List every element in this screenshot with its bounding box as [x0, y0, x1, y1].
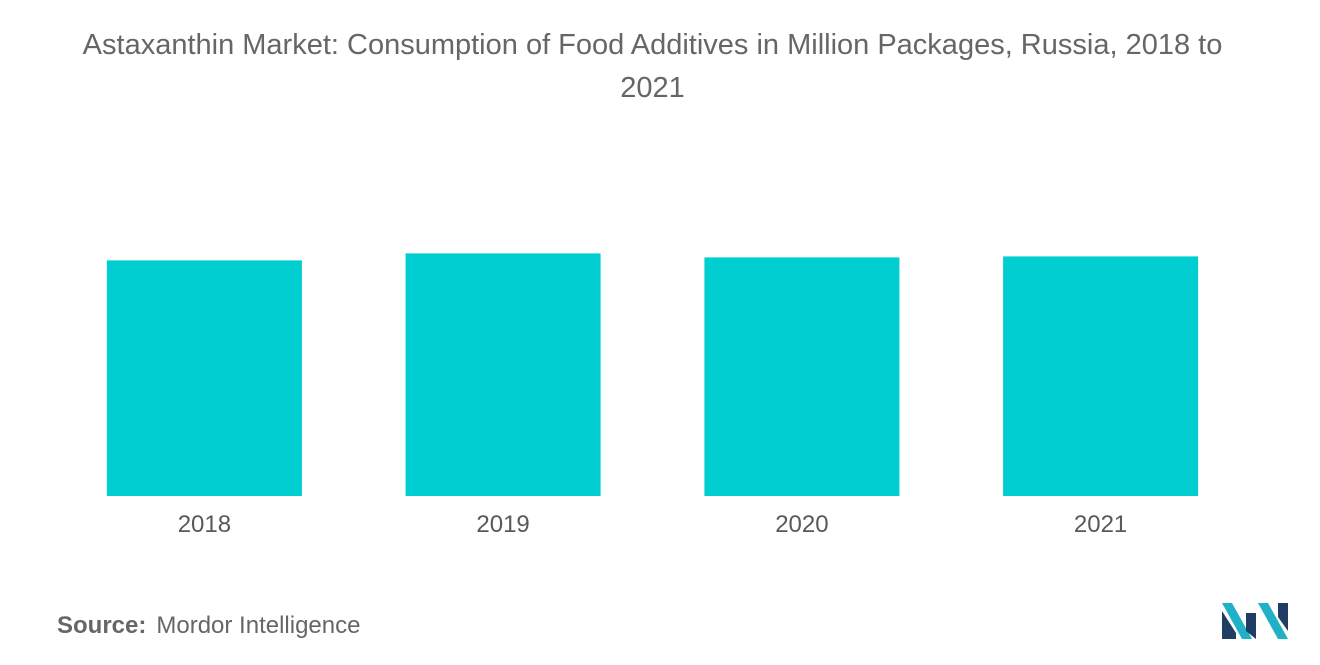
x-tick-label-2018: 2018 [178, 511, 231, 538]
chart-title-line-2: 2021 [620, 72, 685, 104]
bar-2018 [106, 260, 302, 496]
bar-2020 [704, 257, 900, 496]
chart-title-line-1: Astaxanthin Market: Consumption of Food … [82, 29, 1223, 61]
bar-2019 [405, 253, 601, 496]
source-value: Mordor Intelligence [156, 612, 361, 639]
bar-2021 [1003, 256, 1199, 496]
mordor-intelligence-logo-icon [1222, 603, 1288, 639]
chart-title: Astaxanthin Market: Consumption of Food … [0, 24, 1305, 110]
x-tick-label-2019: 2019 [476, 511, 529, 538]
x-tick-label-2021: 2021 [1074, 511, 1127, 538]
source-note: Source: Mordor Intelligence [57, 612, 360, 640]
x-tick-label-2020: 2020 [775, 511, 828, 538]
source-label: Source: [57, 612, 147, 639]
